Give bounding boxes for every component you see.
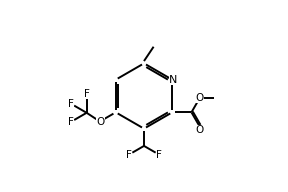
Text: O: O bbox=[96, 117, 104, 127]
Text: F: F bbox=[68, 99, 74, 109]
Text: F: F bbox=[156, 150, 162, 160]
Text: F: F bbox=[68, 117, 74, 127]
Text: O: O bbox=[196, 93, 204, 103]
Text: F: F bbox=[126, 150, 132, 160]
Text: O: O bbox=[195, 125, 203, 135]
Text: F: F bbox=[84, 89, 90, 99]
Text: N: N bbox=[169, 75, 178, 85]
